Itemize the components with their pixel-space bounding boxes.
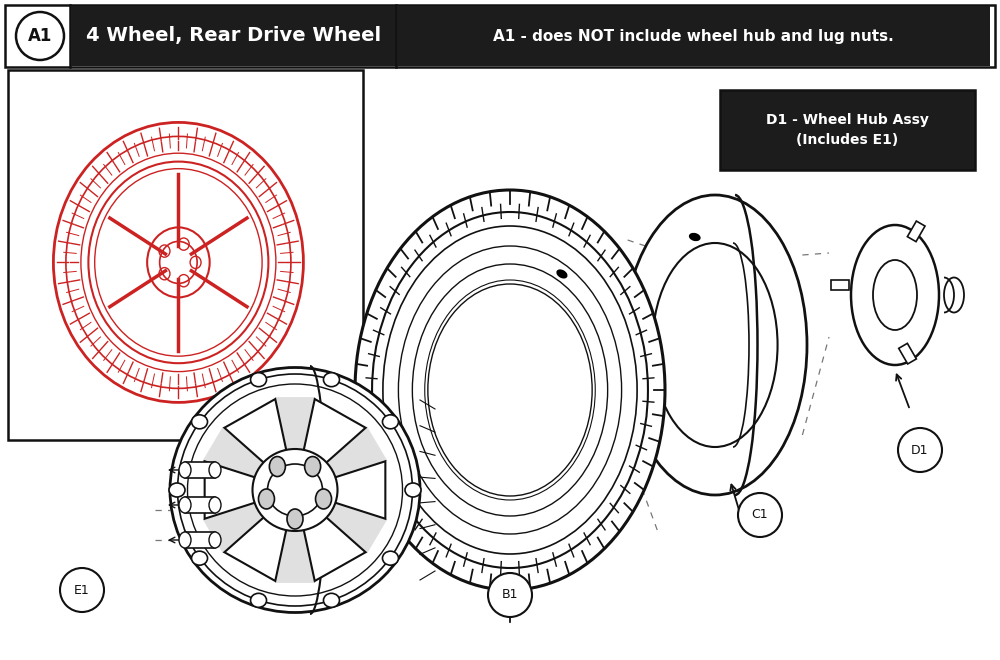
Ellipse shape [305,457,321,477]
Ellipse shape [323,373,339,387]
Text: A1: A1 [28,27,52,45]
Ellipse shape [269,457,285,477]
Ellipse shape [944,277,964,312]
Ellipse shape [209,497,221,513]
Ellipse shape [209,462,221,478]
Bar [720,90,975,170]
Bar [185,497,215,513]
Bar [907,221,925,242]
Ellipse shape [689,233,701,241]
Bar [899,343,916,364]
Ellipse shape [355,190,665,590]
Bar [71,6,396,66]
Bar [397,6,990,66]
Ellipse shape [209,532,221,548]
Bar [831,280,849,290]
Ellipse shape [192,551,208,565]
Text: D1 - Wheel Hub Assy
(Includes E1): D1 - Wheel Hub Assy (Includes E1) [766,113,929,147]
Ellipse shape [316,489,332,509]
Ellipse shape [179,497,191,513]
Ellipse shape [287,509,303,529]
Ellipse shape [178,374,413,606]
Polygon shape [224,508,289,581]
Ellipse shape [251,593,267,607]
Polygon shape [205,461,268,519]
Text: B1: B1 [502,589,518,601]
Ellipse shape [268,464,322,516]
Text: C1: C1 [752,508,768,521]
Ellipse shape [252,449,338,531]
Text: D1: D1 [911,444,929,457]
Circle shape [60,568,104,612]
Ellipse shape [179,462,191,478]
Ellipse shape [192,415,208,429]
Ellipse shape [382,415,398,429]
Ellipse shape [179,532,191,548]
Circle shape [16,12,64,60]
Bar [185,462,215,478]
Polygon shape [322,461,385,519]
Polygon shape [317,426,387,481]
Text: A1 - does NOT include wheel hub and lug nuts.: A1 - does NOT include wheel hub and lug … [493,28,894,44]
Bar [5,5,995,67]
Circle shape [488,573,532,617]
Ellipse shape [258,489,274,509]
Polygon shape [301,399,366,472]
Ellipse shape [556,269,567,279]
Text: 4 Wheel, Rear Drive Wheel: 4 Wheel, Rear Drive Wheel [86,26,381,46]
Ellipse shape [873,260,917,330]
Ellipse shape [251,373,267,387]
Text: E1: E1 [74,583,90,597]
Ellipse shape [188,384,402,596]
Polygon shape [275,518,315,583]
Ellipse shape [382,551,398,565]
Circle shape [738,493,782,537]
Ellipse shape [323,593,339,607]
Polygon shape [301,508,366,581]
Polygon shape [203,426,273,481]
Bar [8,70,363,440]
Ellipse shape [169,483,185,497]
Ellipse shape [851,225,939,365]
Bar [185,532,215,548]
Polygon shape [275,397,315,461]
Ellipse shape [623,195,807,495]
Ellipse shape [428,284,592,496]
Ellipse shape [170,368,420,612]
Polygon shape [317,499,387,554]
Polygon shape [203,499,273,554]
Ellipse shape [652,243,778,447]
Ellipse shape [405,483,421,497]
Circle shape [898,428,942,472]
Polygon shape [224,399,289,472]
